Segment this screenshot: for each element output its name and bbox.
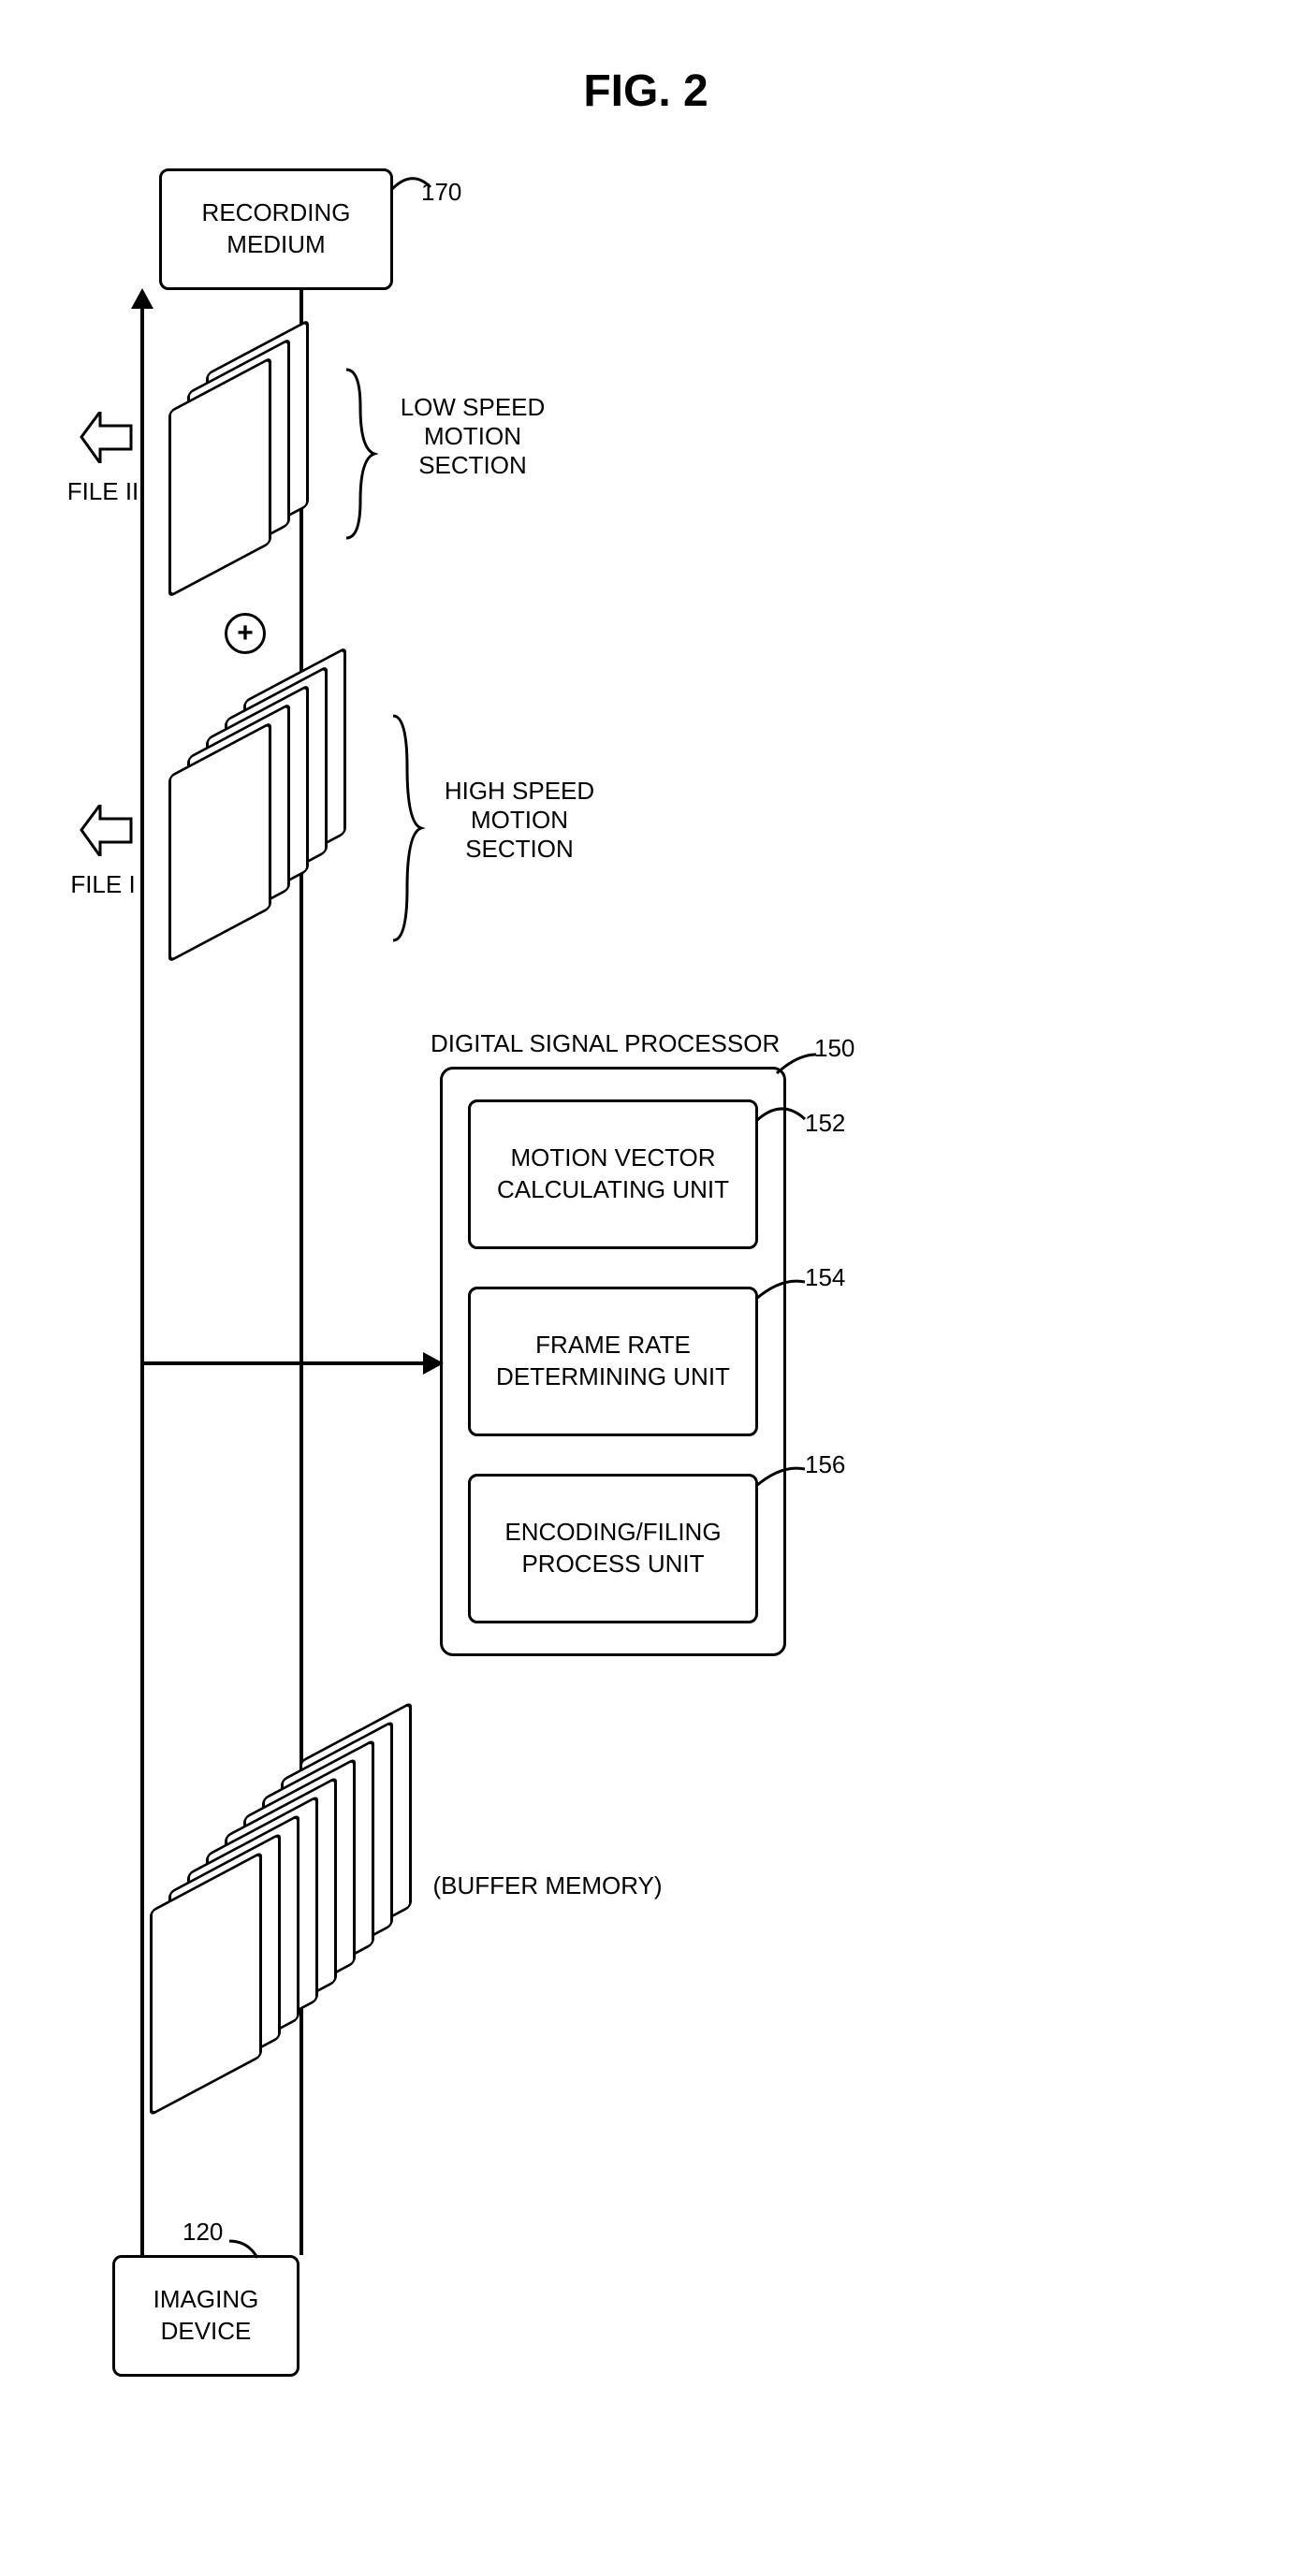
high-speed-stack — [168, 674, 374, 982]
file2-label: FILE II — [56, 477, 150, 506]
dsp-branch-arrow — [423, 1352, 444, 1375]
file1-label: FILE I — [61, 870, 145, 899]
imaging-device-leader — [220, 2232, 267, 2260]
motion-vector-label: MOTION VECTOR CALCULATING UNIT — [497, 1142, 729, 1206]
encoding-label: ENCODING/FILING PROCESS UNIT — [504, 1517, 721, 1580]
recording-medium-label: RECORDING MEDIUM — [202, 197, 351, 261]
motion-vector-ref: 152 — [805, 1109, 845, 1138]
file2-arrow — [80, 412, 136, 463]
combiner-symbol: + — [237, 618, 254, 649]
dsp-leader — [774, 1050, 821, 1078]
imaging-device-ref: 120 — [183, 2218, 223, 2247]
dsp-branch-line — [142, 1361, 438, 1365]
figure-title-text: FIG. 2 — [583, 66, 708, 116]
mv-leader — [753, 1093, 810, 1126]
enc-leader — [753, 1460, 810, 1488]
main-vertical-line — [140, 304, 144, 2255]
high-speed-label: HIGH SPEED MOTION SECTION — [431, 777, 608, 864]
figure-container: FIG. 2 IMAGING DEVICE 120 (BUFFER MEMORY… — [37, 37, 1254, 2536]
buffer-memory-stack — [150, 1731, 393, 2133]
low-speed-label: LOW SPEED MOTION SECTION — [384, 393, 562, 480]
high-speed-brace — [388, 711, 426, 945]
motion-vector-unit: MOTION VECTOR CALCULATING UNIT — [468, 1099, 758, 1249]
buffer-frame — [150, 1851, 262, 2117]
frame-rate-ref: 154 — [805, 1263, 845, 1292]
figure-title: FIG. 2 — [583, 65, 708, 117]
rm-leader — [388, 164, 435, 196]
low-speed-stack — [168, 346, 337, 608]
recording-medium-box: RECORDING MEDIUM — [159, 168, 393, 290]
dsp-label: DIGITAL SIGNAL PROCESSOR — [431, 1029, 805, 1058]
low-speed-brace — [342, 365, 379, 543]
encoding-unit: ENCODING/FILING PROCESS UNIT — [468, 1474, 758, 1623]
combiner-icon: + — [225, 613, 266, 654]
main-arrowhead — [131, 288, 153, 309]
ls-frame — [168, 357, 271, 598]
hs-frame — [168, 721, 271, 963]
encoding-ref: 156 — [805, 1450, 845, 1479]
frame-rate-label: FRAME RATE DETERMINING UNIT — [496, 1330, 730, 1393]
frame-rate-unit: FRAME RATE DETERMINING UNIT — [468, 1287, 758, 1436]
file1-arrow — [80, 805, 136, 856]
imaging-device-box: IMAGING DEVICE — [112, 2255, 299, 2377]
fr-leader — [753, 1273, 810, 1301]
imaging-device-label: IMAGING DEVICE — [153, 2284, 259, 2348]
buffer-memory-label: (BUFFER MEMORY) — [426, 1871, 669, 1900]
